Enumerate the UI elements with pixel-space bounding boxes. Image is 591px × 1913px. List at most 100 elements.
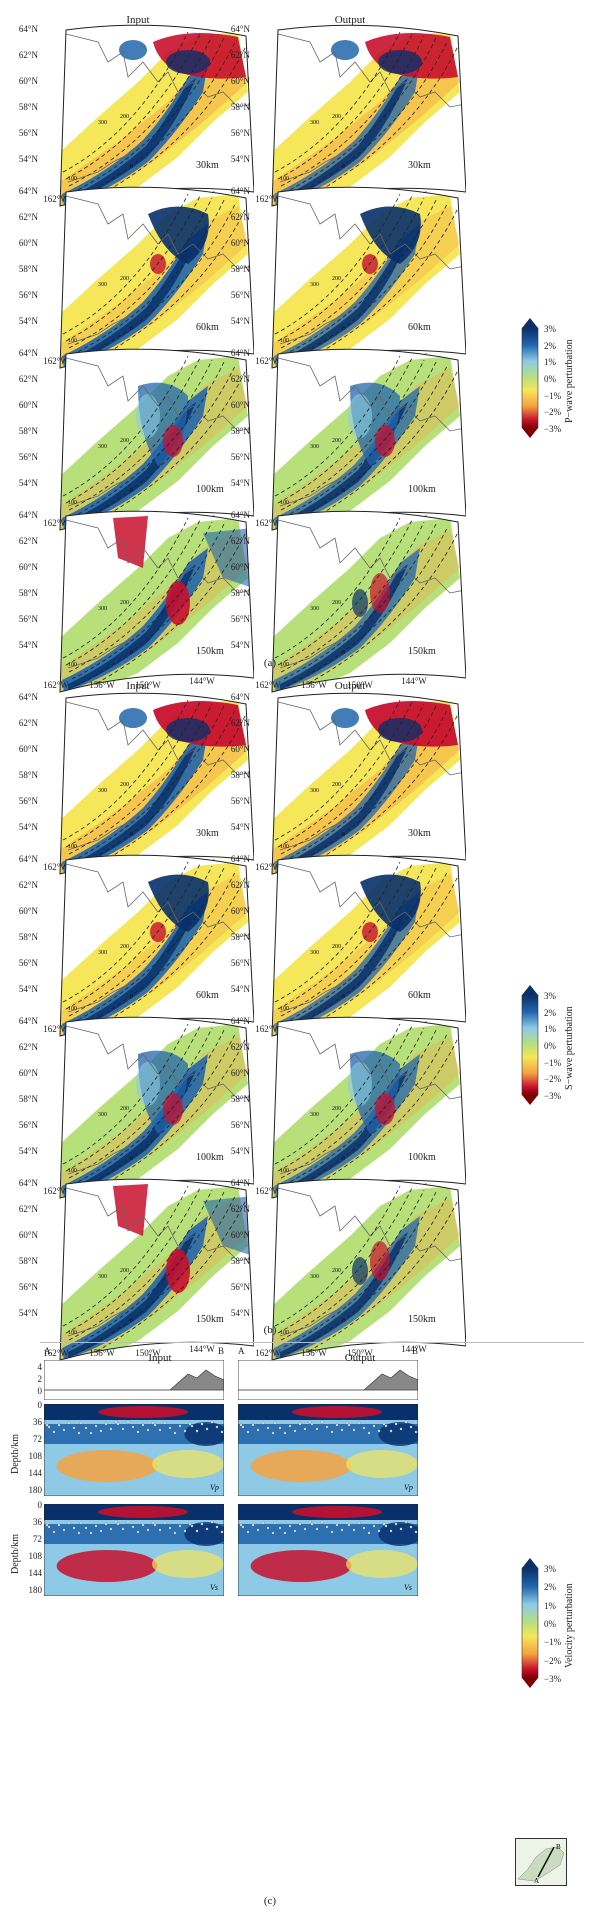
contour-label: 200	[120, 600, 129, 606]
contour-label: 100	[68, 1168, 77, 1174]
lat-label: 54°N	[18, 154, 38, 164]
slab-contour	[62, 517, 189, 659]
depth-label: 60km	[196, 990, 219, 1001]
depth-label: 150km	[408, 646, 436, 657]
contour-label: 0	[342, 326, 345, 332]
colorbar-tick: −1%	[544, 1057, 562, 1068]
colorbar-tick: 2%	[544, 1582, 556, 1593]
depth-label: 30km	[408, 160, 431, 171]
colorbar-tick: −2%	[544, 1655, 562, 1666]
topography-profile-output	[237, 1359, 419, 1401]
lat-label: 64°N	[230, 692, 250, 702]
colorbar-tick: 3%	[544, 991, 556, 1001]
contour-label: 300	[98, 444, 107, 450]
colorbar-tick: 2%	[544, 340, 556, 351]
contour-label: 200	[120, 276, 129, 282]
lat-label: 64°N	[230, 1178, 250, 1188]
map-panel-b-input-1: 100 300 200 0	[38, 852, 254, 1040]
velocity-section-vs-output: Vs	[236, 1503, 422, 1597]
slab-contour	[274, 355, 401, 497]
contour-label: 100	[280, 1168, 289, 1174]
velocity-section-vp-input: Vp	[42, 1403, 228, 1497]
depth-label: 100km	[408, 484, 436, 495]
lon-label: 162°W	[43, 1024, 69, 1034]
depth-label: 150km	[196, 646, 224, 657]
depth-label: 100km	[408, 1152, 436, 1163]
lat-label: 62°N	[18, 50, 38, 60]
lat-label: 64°N	[18, 1178, 38, 1188]
column-title-input-a: Input	[126, 14, 150, 26]
colorbar-tick: 0%	[544, 1041, 556, 1051]
colorbar-title: P−wave perturbation	[564, 339, 575, 423]
lat-label: 62°N	[230, 536, 250, 546]
lon-label: 162°W	[255, 1348, 281, 1358]
slab-contour	[274, 193, 401, 335]
contour-label: 200	[120, 114, 129, 120]
lat-label: 60°N	[18, 400, 38, 410]
map-panel-a-input-0: 100 300 200 0	[38, 22, 254, 210]
lat-label: 58°N	[230, 1094, 250, 1104]
slab-contour	[68, 703, 213, 855]
contour-label: 200	[332, 1106, 341, 1112]
slab-contour	[283, 705, 437, 862]
slab-contour	[65, 195, 201, 342]
slab-contour	[277, 357, 413, 504]
contour-label: 300	[98, 606, 107, 612]
contour-label: 300	[98, 1274, 107, 1280]
slab-contour	[283, 523, 437, 680]
slab-contour	[74, 201, 237, 363]
slab-contour	[71, 1029, 225, 1186]
slab-contour	[277, 33, 413, 180]
contour-label: 100	[68, 1330, 77, 1336]
lat-label: 64°N	[18, 692, 38, 702]
contour-label: 100	[280, 1330, 289, 1336]
lon-label: 156°W	[89, 1348, 115, 1358]
lat-label: 58°N	[230, 102, 250, 112]
topo-tick: 0	[37, 1386, 43, 1396]
lat-label: 58°N	[230, 588, 250, 598]
depth-tick: 144	[28, 1468, 43, 1478]
colorbar-tick: 3%	[544, 324, 556, 334]
lat-label: 64°N	[230, 854, 250, 864]
map-panel-b-output-2: 100 300 200 0	[250, 1014, 466, 1202]
lat-label: 58°N	[18, 1094, 38, 1104]
divider	[40, 1342, 584, 1343]
lat-label: 56°N	[18, 452, 38, 462]
slab-contour	[277, 519, 413, 666]
section-label-a: (a)	[263, 657, 277, 669]
colorbar-tick: −2%	[544, 1074, 562, 1085]
colorbar-tick: 0%	[544, 374, 556, 384]
topo-tick: 2	[37, 1374, 43, 1384]
slab-contour	[277, 863, 413, 1010]
slab-contour	[62, 1023, 189, 1165]
contour-label: 300	[310, 950, 319, 956]
colorbar-tick: 1%	[544, 1600, 556, 1611]
lon-label: 162°W	[43, 518, 69, 528]
lat-label: 54°N	[230, 822, 250, 832]
slab-contour	[71, 705, 225, 862]
depth-axis-label: Depth/km	[10, 1434, 21, 1474]
contour-label: 100	[68, 500, 77, 506]
depth-label: 100km	[196, 484, 224, 495]
colorbar-top-arrow	[522, 985, 538, 995]
slab-contour	[289, 527, 461, 693]
lon-label: 162°W	[255, 356, 281, 366]
contour-label: 200	[332, 438, 341, 444]
lat-label: 56°N	[18, 958, 38, 968]
lat-label: 54°N	[18, 984, 38, 994]
slab-contour	[280, 865, 425, 1017]
lon-label: 156°W	[301, 1348, 327, 1358]
lat-label: 56°N	[230, 290, 250, 300]
coastline	[277, 357, 466, 432]
lat-label: 60°N	[230, 1230, 250, 1240]
depth-tick: 108	[28, 1551, 43, 1561]
depth-tick: 0	[37, 1400, 43, 1410]
inset-point-b: B	[556, 1843, 561, 1851]
map-panel-b-input-2: 100 300 200 0	[38, 1014, 254, 1202]
depth-tick: 144	[28, 1568, 43, 1578]
depth-label: 30km	[408, 828, 431, 839]
lon-label: 150°W	[135, 1348, 161, 1358]
slab-contour	[286, 201, 449, 363]
contour-label: 200	[332, 114, 341, 120]
map-panel-b-output-1: 100 300 200 0	[250, 852, 466, 1040]
